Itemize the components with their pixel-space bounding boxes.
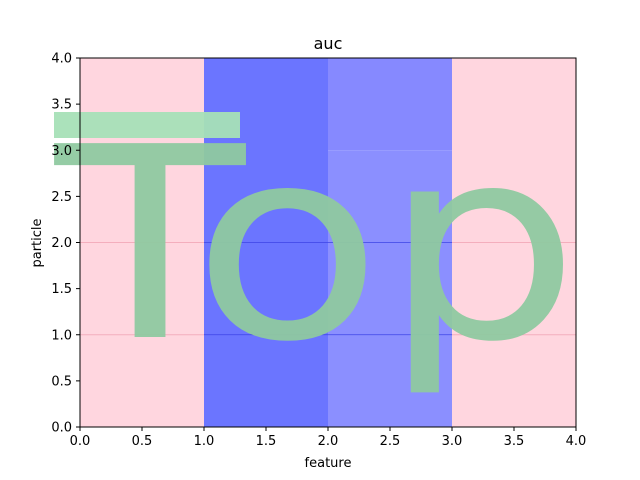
x-tick-label-7: 3.5 [504,434,525,449]
overlay-t-bar [54,112,240,138]
x-tick-label-3: 1.5 [256,434,277,449]
heatmap-cell-3 [328,58,452,151]
y-tick-label-1: 0.5 [51,374,72,389]
y-tick-label-5: 2.5 [51,190,72,205]
y-tick-label-3: 1.5 [51,282,72,297]
x-tick-label-5: 2.5 [380,434,401,449]
x-tick-label-2: 1.0 [194,434,215,449]
y-tick-label-7: 3.5 [51,98,72,113]
overlay-text-top: Top [50,90,580,400]
x-tick-label-6: 3.0 [442,434,463,449]
x-tick-label-1: 0.5 [132,434,153,449]
heatmap-cell-2 [328,150,452,427]
y-tick-label-8: 4.0 [51,52,72,67]
overlay-text: Top [50,90,580,400]
x-axis-label: feature [305,456,352,471]
x-tick-label-0: 0.0 [70,434,91,449]
y-tick-label-0: 0.0 [51,421,72,436]
y-axis-label: particle [30,218,45,267]
chart-title: auc [314,34,343,53]
axes: 0.0 0.5 1.0 1.5 2.0 2.5 3.0 3.5 4.0 0.0 0.5 1.0 1.5 2… [51,52,586,450]
y-tick-label-2: 1.0 [51,328,72,343]
x-tick-label-4: 2.0 [318,434,339,449]
y-tick-label-4: 2.0 [51,236,72,251]
y-tick-label-6: 3.0 [51,144,72,159]
x-tick-label-8: 4.0 [566,434,587,449]
